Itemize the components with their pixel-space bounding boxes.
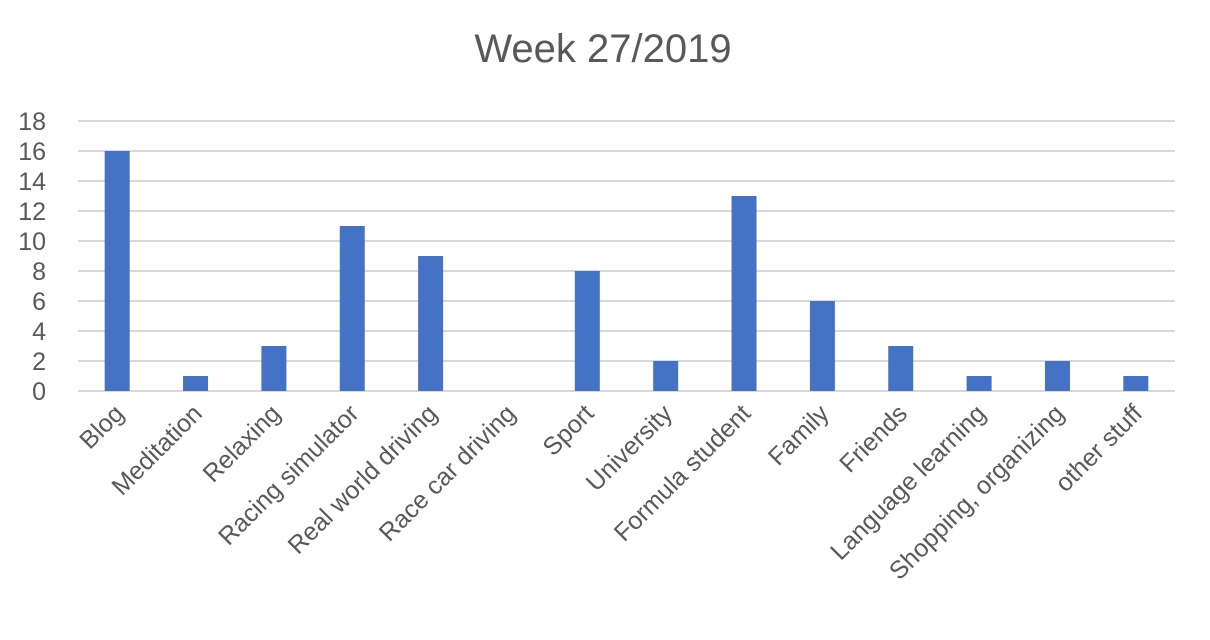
bar xyxy=(966,376,992,391)
y-tick-label: 18 xyxy=(18,108,46,136)
y-tick-label: 10 xyxy=(18,228,46,256)
x-category-label: Blog xyxy=(74,399,129,454)
y-tick-label: 12 xyxy=(18,198,46,226)
bar xyxy=(653,361,679,391)
bar xyxy=(888,346,914,391)
bar xyxy=(418,256,444,391)
y-tick-label: 6 xyxy=(32,288,46,316)
x-category-label: Family xyxy=(763,399,835,471)
y-tick-label: 16 xyxy=(18,138,46,166)
bar xyxy=(731,196,757,391)
y-tick-label: 8 xyxy=(32,258,46,286)
bars xyxy=(104,151,1149,391)
x-category-label: Friends xyxy=(834,399,913,478)
y-tick-label: 14 xyxy=(18,168,46,196)
y-tick-label: 2 xyxy=(32,348,46,376)
y-tick-label: 0 xyxy=(32,378,46,406)
bar xyxy=(1044,361,1070,391)
x-category-label: other stuff xyxy=(1050,399,1148,497)
y-tick-label: 4 xyxy=(32,318,46,346)
chart-title: Week 27/2019 xyxy=(474,27,731,71)
bar xyxy=(261,346,287,391)
gridlines xyxy=(78,120,1175,392)
x-category-label: Sport xyxy=(538,399,600,461)
bar xyxy=(339,226,365,391)
x-category-label: Racing simulator xyxy=(213,399,364,550)
bar xyxy=(1123,376,1149,391)
x-category-label: Real world driving xyxy=(283,399,443,559)
x-category-label: Race car driving xyxy=(374,399,522,547)
bar xyxy=(183,376,209,391)
bar xyxy=(574,271,600,391)
bar xyxy=(104,151,130,391)
bar xyxy=(809,301,835,391)
x-category-label: Formula student xyxy=(609,399,757,547)
